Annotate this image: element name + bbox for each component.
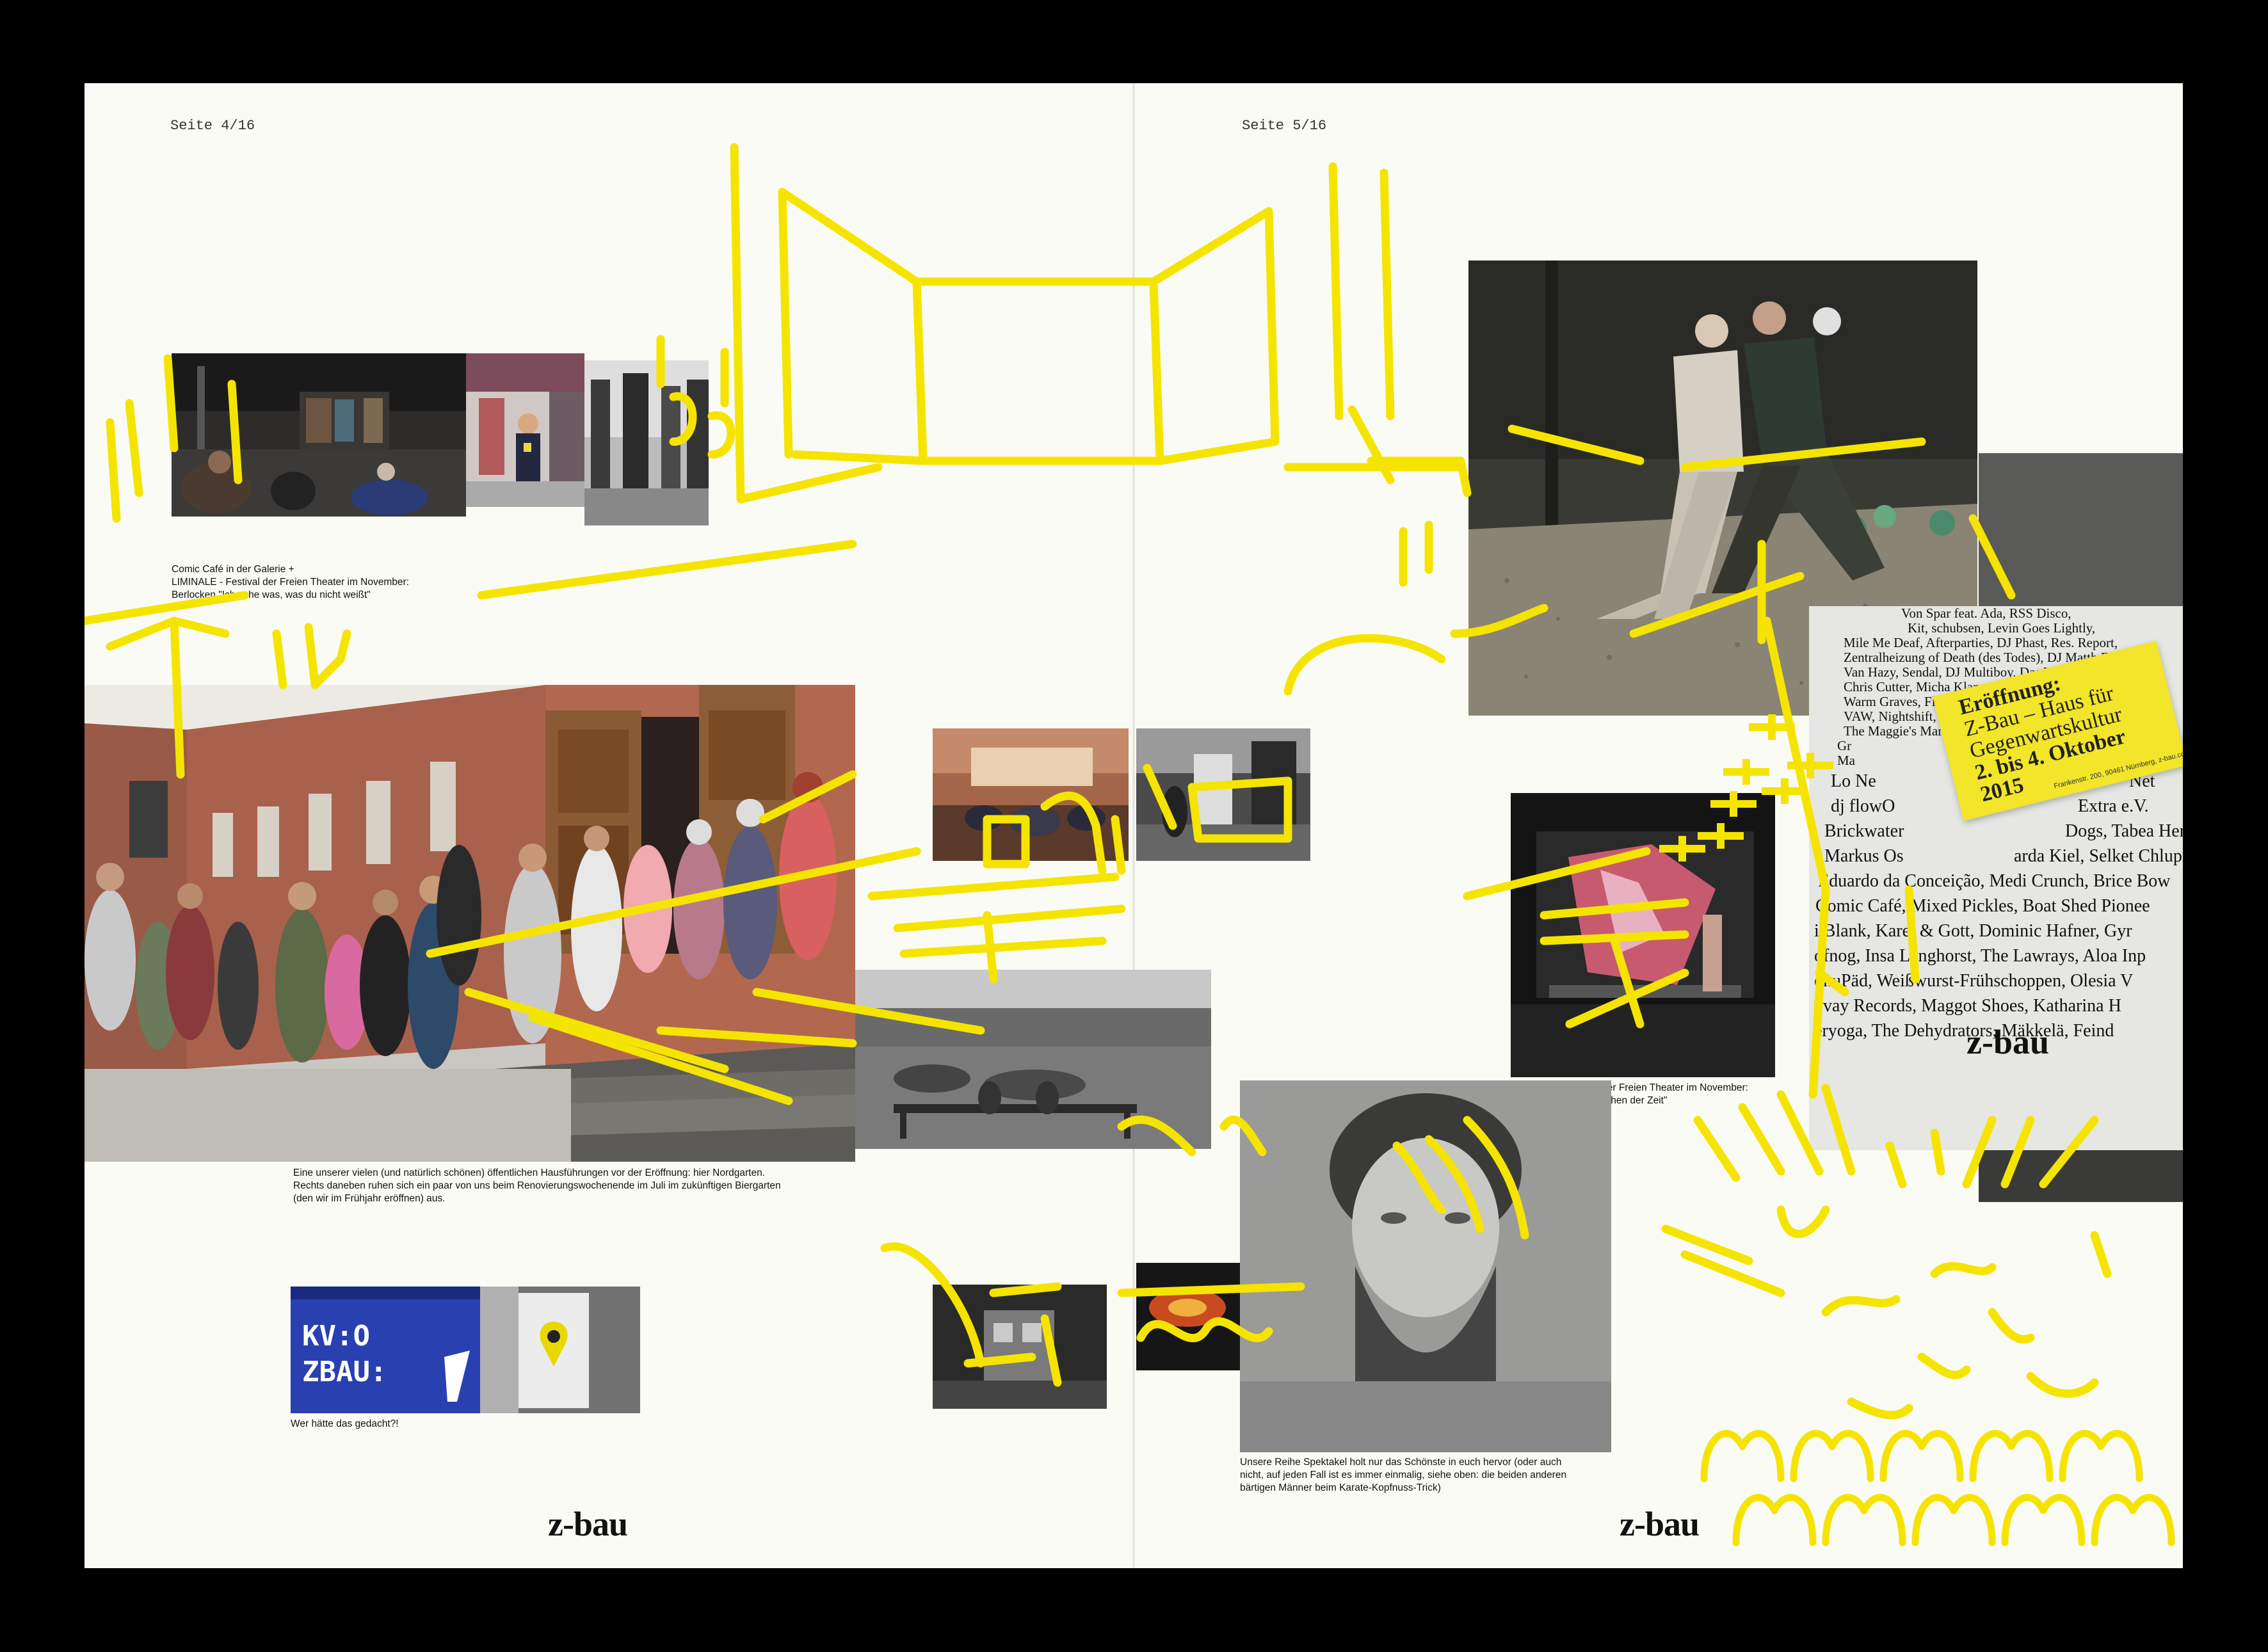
caption-house-tour: Eine unserer vielen (und natürlich schön…: [293, 1167, 781, 1205]
caption-wer-haette: Wer hätte das gedacht?!: [291, 1418, 399, 1429]
logo-right: z-bau: [1620, 1505, 1700, 1543]
poster-right-fragments: Net Extra e.V. Dogs, Tabea Her arda Kiel…: [2014, 771, 2183, 866]
magazine-spread: Seite 4/16 Seite 5/16: [84, 83, 2183, 1568]
sign-text-line2: ZBAU:: [302, 1356, 387, 1388]
logo-left: z-bau: [548, 1505, 628, 1543]
photo-bearded-man: [1240, 1080, 1611, 1452]
page-number-left: Seite 4/16: [170, 118, 255, 134]
photo-fire-show: [1136, 1263, 1240, 1370]
photo-bar-interior: [1136, 728, 1310, 861]
page-number-right: Seite 5/16: [1242, 118, 1327, 134]
photo-rgb-ensemble: [1511, 793, 1775, 1077]
center-fold: [1132, 83, 1135, 1568]
photo-event-hall: [933, 728, 1129, 861]
photo-comic-cafe: [172, 353, 466, 517]
poster-logo: z-bau: [1966, 1023, 2050, 1061]
photo-pin-poster: [480, 1287, 640, 1413]
caption-comic-cafe: Comic Café in der Galerie + LIMINALE - F…: [172, 564, 409, 601]
photo-gallery-visitor: [466, 353, 584, 507]
sign-text-line1: KV:O: [302, 1320, 370, 1352]
photo-blue-sign: KV:O ZBAU:: [291, 1287, 480, 1413]
photo-beer-garden: [855, 970, 1211, 1149]
photo-house-tour: [84, 685, 855, 1162]
caption-spektakel: Unsere Reihe Spektakel holt nur das Schö…: [1240, 1457, 1567, 1494]
photo-night-courtyard: [933, 1285, 1107, 1409]
photo-theater-performers: [584, 360, 709, 525]
